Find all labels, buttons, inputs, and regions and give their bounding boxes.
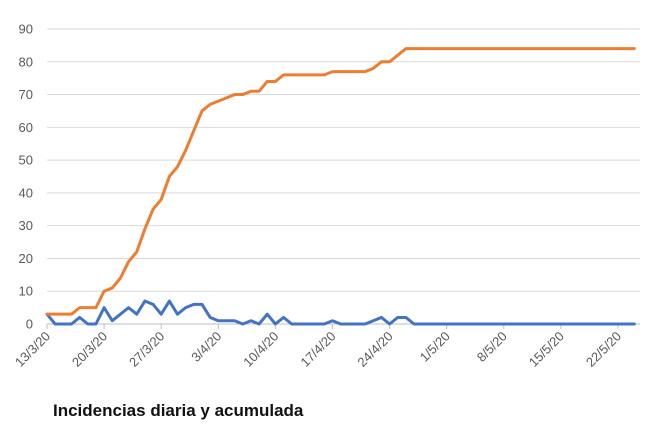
x-tick-label: 10/4/20 bbox=[240, 329, 281, 370]
y-tick-label: 90 bbox=[19, 22, 33, 37]
x-tick-label: 15/5/20 bbox=[526, 329, 567, 370]
y-tick-label: 80 bbox=[19, 54, 33, 69]
y-tick-label: 10 bbox=[19, 284, 33, 299]
x-tick-label: 20/3/20 bbox=[69, 329, 110, 370]
y-tick-label: 20 bbox=[19, 251, 33, 266]
series-line-cumulative bbox=[45, 47, 636, 316]
x-tick-label: 13/3/20 bbox=[12, 329, 53, 370]
y-tick-label: 50 bbox=[19, 153, 33, 168]
x-tick-label: 24/4/20 bbox=[354, 329, 395, 370]
x-tick-label: 27/3/20 bbox=[126, 329, 167, 370]
line-chart: 0 10 20 30 40 50 60 70 80 90 13/3/20 20/3/20 27/3/2… bbox=[12, 22, 640, 370]
y-tick-label: 60 bbox=[19, 120, 33, 135]
y-axis-tick-labels: 0 10 20 30 40 50 60 70 80 90 bbox=[19, 22, 33, 332]
x-tick-label: 1/5/20 bbox=[417, 329, 453, 365]
x-tick-label: 22/5/20 bbox=[583, 329, 624, 370]
series-line-daily bbox=[45, 299, 636, 326]
y-tick-label: 0 bbox=[26, 317, 33, 332]
y-tick-label: 30 bbox=[19, 218, 33, 233]
x-axis-tick-labels: 13/3/20 20/3/20 27/3/20 3/4/20 10/4/20 17/4/2… bbox=[12, 324, 624, 370]
y-tick-label: 70 bbox=[19, 87, 33, 102]
x-tick-label: 17/4/20 bbox=[297, 329, 338, 370]
x-tick-label: 3/4/20 bbox=[188, 329, 224, 365]
y-tick-label: 40 bbox=[19, 185, 33, 200]
series-lines bbox=[45, 47, 636, 326]
x-tick-label: 8/5/20 bbox=[474, 329, 510, 365]
chart-caption: Incidencias diaria y acumulada bbox=[53, 401, 304, 420]
